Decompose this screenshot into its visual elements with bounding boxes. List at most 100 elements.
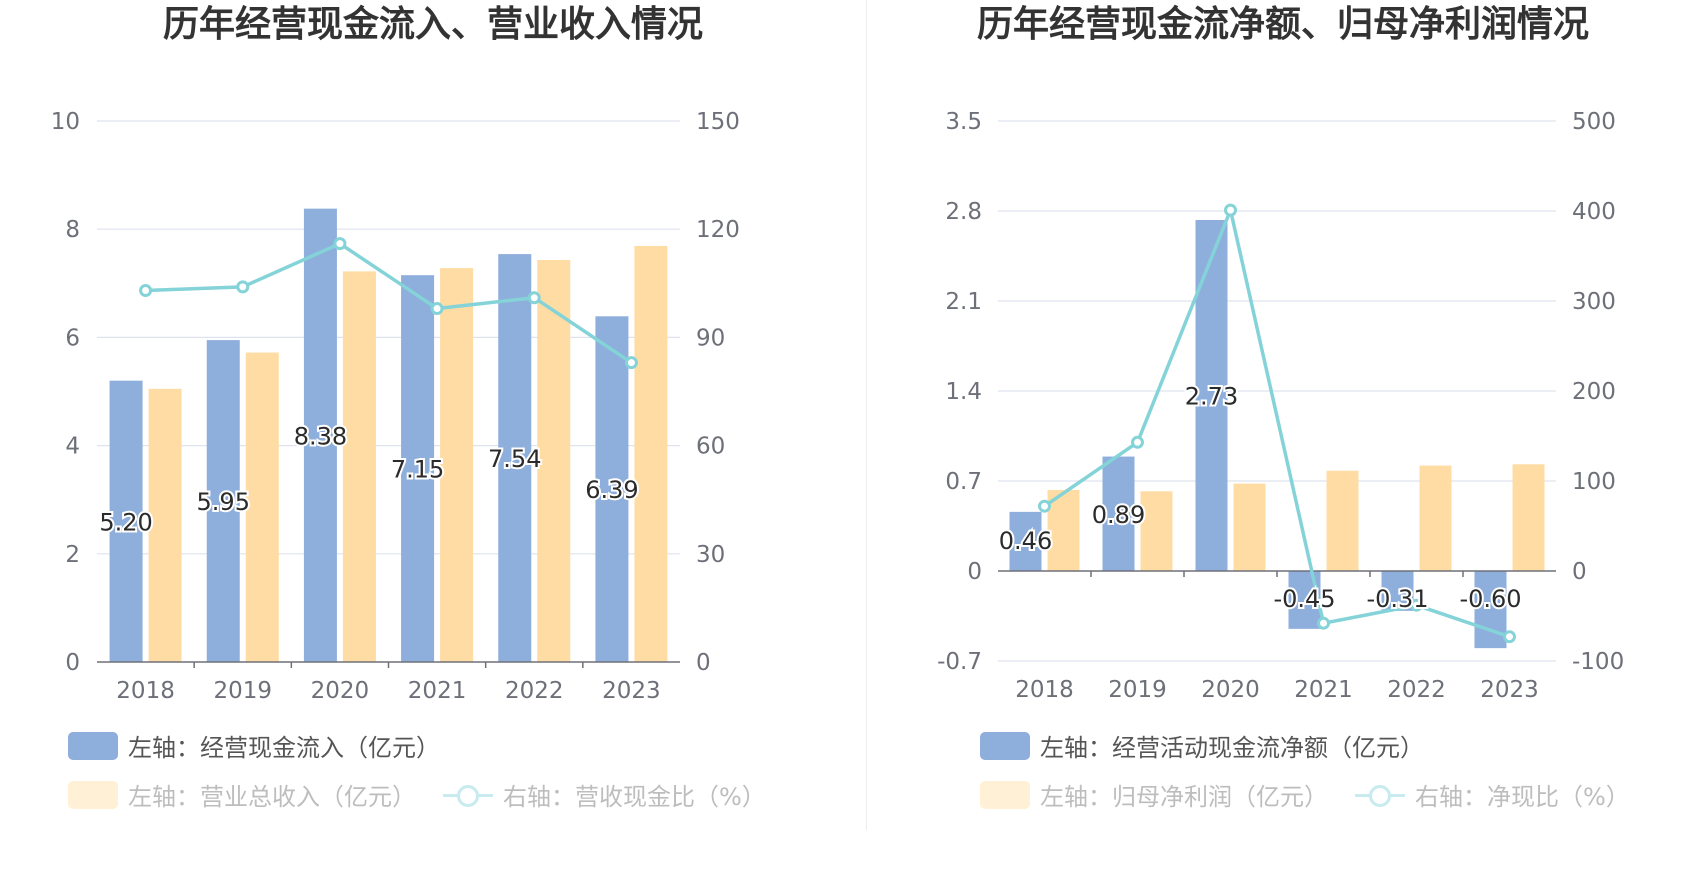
chart-title: 历年经营现金流净额、归母净利润情况 bbox=[976, 4, 1589, 45]
bar-data-label: 0.46 bbox=[999, 527, 1052, 555]
legend-item-net-cash-ratio[interactable]: 右轴：净现比（%） bbox=[1355, 777, 1630, 812]
x-tick-label: 2018 bbox=[116, 678, 175, 704]
line-point bbox=[527, 291, 541, 305]
bar-series-1 bbox=[109, 380, 143, 662]
chart-panel-cash-inflow: 历年经营现金流入、营业收入情况 0 2 4 6 8 10 0 30 60 90 120 150 2018… bbox=[51, 4, 766, 812]
x-tick-label: 2019 bbox=[213, 678, 272, 704]
y-tick-label-left: 3.5 bbox=[945, 109, 982, 135]
x-tick-label: 2023 bbox=[602, 678, 661, 704]
y-tick-label-left: 6 bbox=[65, 325, 80, 351]
bar-series-2 bbox=[342, 271, 376, 662]
bar-series-1 bbox=[498, 254, 532, 662]
chart-title: 历年经营现金流入、营业收入情况 bbox=[162, 4, 703, 45]
bar-data-label: 5.95 bbox=[197, 488, 250, 516]
bar-data-label: 7.15 bbox=[391, 456, 444, 484]
y-tick-label-left: -0.7 bbox=[937, 649, 982, 675]
x-tick-label: 2021 bbox=[1294, 677, 1353, 703]
x-tick-label: 2023 bbox=[1480, 677, 1539, 703]
line-point bbox=[1131, 435, 1144, 449]
y-tick-label-right: 120 bbox=[696, 217, 740, 243]
bar-data-label: 7.54 bbox=[488, 445, 541, 473]
x-tick-label: 2022 bbox=[1387, 677, 1446, 703]
legend-label: 左轴：经营现金流入（亿元） bbox=[128, 734, 440, 762]
line-point bbox=[236, 280, 250, 294]
y-tick-label-right: 500 bbox=[1572, 109, 1616, 135]
y-tick-label-right: 0 bbox=[1572, 559, 1587, 585]
line-point bbox=[1503, 630, 1516, 644]
bar-series-2 bbox=[1047, 490, 1080, 571]
y-tick-label-right: 0 bbox=[696, 650, 711, 676]
legend-swatch bbox=[68, 731, 118, 760]
bar-series-2 bbox=[1512, 464, 1545, 571]
y-tick-label-right: -100 bbox=[1572, 649, 1624, 675]
legend-swatch bbox=[980, 731, 1030, 760]
x-tick-label: 2020 bbox=[311, 678, 370, 704]
bar-series-1 bbox=[1102, 456, 1135, 571]
legend-label: 右轴：净现比（%） bbox=[1415, 783, 1630, 811]
bar-data-label: 8.38 bbox=[294, 422, 347, 450]
line-point bbox=[1317, 616, 1330, 630]
y-tick-label-right: 30 bbox=[696, 542, 725, 568]
line-point bbox=[1038, 499, 1051, 513]
bar-series-1 bbox=[595, 316, 629, 662]
legend-label: 左轴：归母净利润（亿元） bbox=[1040, 783, 1328, 811]
line-series bbox=[1043, 204, 1511, 639]
panel-divider bbox=[866, 0, 867, 830]
line-point bbox=[624, 356, 638, 370]
y-tick-label-left: 0.7 bbox=[945, 469, 982, 495]
y-tick-label-right: 60 bbox=[696, 434, 725, 460]
legend-item-total-revenue[interactable]: 左轴：营业总收入（亿元） bbox=[68, 777, 416, 812]
bar-series-2 bbox=[245, 352, 279, 662]
bar-data-label: 5.20 bbox=[99, 508, 152, 536]
legend-item-cash-revenue-ratio[interactable]: 右轴：营收现金比（%） bbox=[443, 777, 766, 812]
y-tick-label-right: 100 bbox=[1572, 469, 1616, 495]
bar-series-2 bbox=[537, 260, 571, 662]
line-point bbox=[139, 284, 153, 298]
line-series bbox=[145, 241, 633, 365]
bar-data-label: 2.73 bbox=[1185, 383, 1238, 411]
chart-net-cash-net-profit: -0.7 0 0.7 1.4 2.1 2.8 3.5 -100 0 100 200 300 400 500… bbox=[937, 109, 1624, 703]
bar-data-label: -0.45 bbox=[1273, 585, 1335, 613]
x-tick-label: 2022 bbox=[505, 678, 564, 704]
bar-data-label: -0.31 bbox=[1366, 585, 1428, 613]
bar-series-2 bbox=[1140, 491, 1173, 571]
legend-item-net-profit[interactable]: 左轴：归母净利润（亿元） bbox=[980, 777, 1328, 812]
x-tick-label: 2021 bbox=[408, 678, 467, 704]
y-tick-label-right: 150 bbox=[696, 109, 740, 135]
legend-label: 右轴：营收现金比（%） bbox=[503, 783, 766, 811]
bar-series-1 bbox=[1195, 220, 1228, 571]
x-tick-label: 2018 bbox=[1015, 677, 1074, 703]
x-tick-label: 2020 bbox=[1201, 677, 1260, 703]
legend-swatch bbox=[980, 780, 1030, 809]
y-tick-label-right: 200 bbox=[1572, 379, 1616, 405]
legend-item-cash-inflow[interactable]: 左轴：经营现金流入（亿元） bbox=[68, 728, 440, 763]
bar-series-2 bbox=[440, 268, 474, 662]
bar-series-2 bbox=[1419, 465, 1452, 571]
bar-series-2 bbox=[148, 388, 182, 662]
y-tick-label-left: 10 bbox=[51, 109, 80, 135]
x-tick-label: 2019 bbox=[1108, 677, 1167, 703]
bar-series-1 bbox=[1381, 571, 1414, 611]
legend-line-icon bbox=[1355, 781, 1405, 809]
bar-series-2 bbox=[1326, 470, 1359, 571]
y-tick-label-right: 300 bbox=[1572, 289, 1616, 315]
bar-series-1 bbox=[303, 208, 337, 662]
y-tick-label-left: 2 bbox=[65, 542, 80, 568]
legend-item-net-operating-cash[interactable]: 左轴：经营活动现金流净额（亿元） bbox=[980, 728, 1424, 763]
line-point bbox=[333, 237, 347, 251]
legend-line-icon bbox=[443, 781, 493, 809]
legend-label: 左轴：经营活动现金流净额（亿元） bbox=[1040, 734, 1424, 762]
bar-series-2 bbox=[634, 245, 668, 662]
bar-data-label: 6.39 bbox=[585, 476, 638, 504]
y-tick-label-left: 2.1 bbox=[945, 289, 982, 315]
y-tick-label-left: 0 bbox=[65, 650, 80, 676]
bar-data-label: -0.60 bbox=[1459, 585, 1521, 613]
bar-series-1 bbox=[401, 275, 435, 662]
chart-cash-inflow-revenue: 0 2 4 6 8 10 0 30 60 90 120 150 2018 2019 2020 2021 2022… bbox=[51, 109, 740, 704]
y-tick-label-left: 1.4 bbox=[945, 379, 982, 405]
line-point bbox=[1224, 203, 1237, 217]
y-tick-label-left: 0 bbox=[967, 559, 982, 585]
bar-series-1 bbox=[1009, 511, 1042, 571]
y-tick-label-left: 4 bbox=[65, 434, 80, 460]
y-tick-label-right: 90 bbox=[696, 325, 725, 351]
